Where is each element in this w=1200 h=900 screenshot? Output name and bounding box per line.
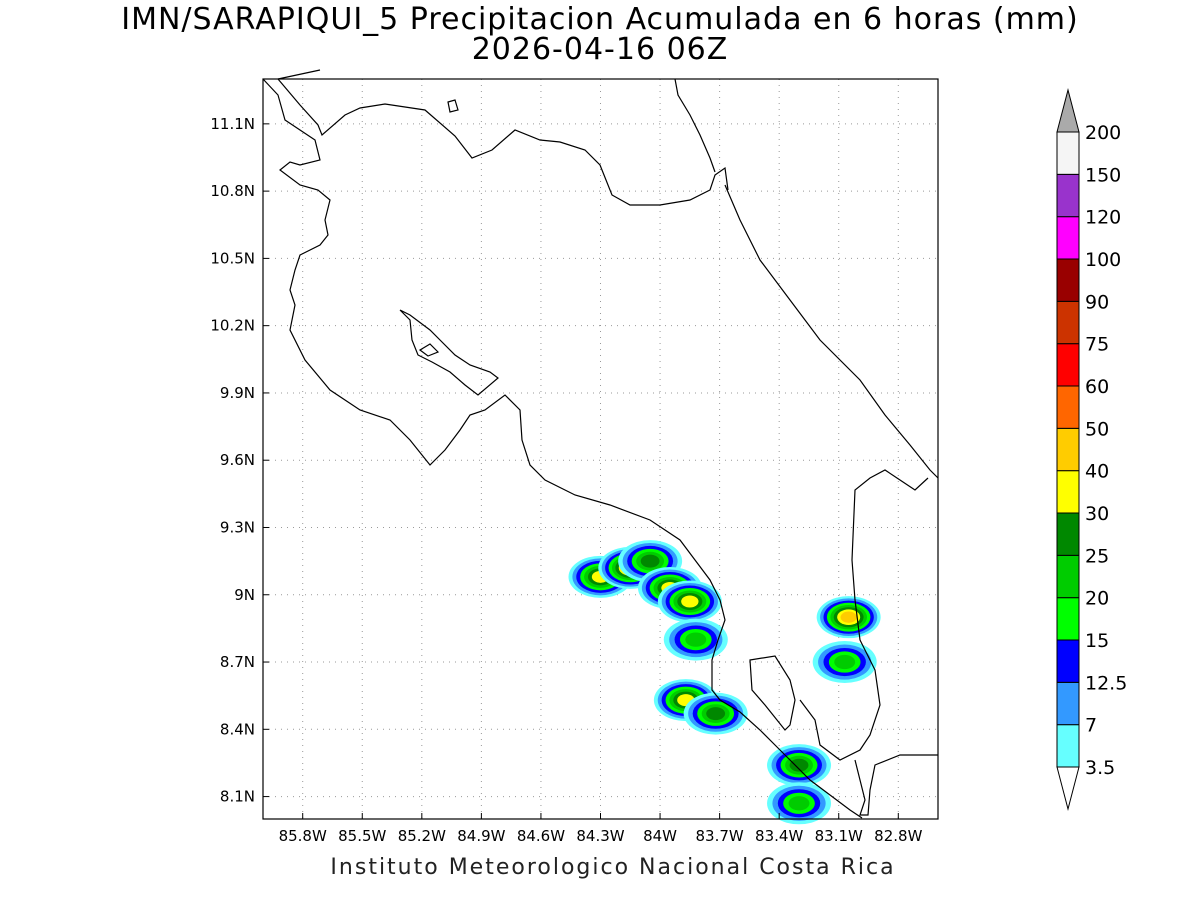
precip-contour — [840, 611, 857, 623]
colorbar-segment — [1056, 258, 1080, 302]
x-tick-label: 85.2W — [398, 827, 446, 845]
y-tick-label: 10.2N — [210, 317, 255, 335]
colorbar-segment — [1056, 300, 1080, 345]
y-tick-label: 11.1N — [210, 115, 255, 133]
y-axis-ticks: 11.1N 10.8N 10.5N 10.2N 9.9N 9.6N 9.3N 9N 8.7N 8.… — [210, 115, 269, 806]
x-tick-label: 85.5W — [338, 827, 386, 845]
colorbar-segment — [1056, 512, 1080, 556]
precip-contour — [640, 554, 660, 568]
colorbar-segment — [1056, 470, 1080, 514]
colorbar-label: 12.5 — [1085, 672, 1127, 694]
colorbar-label: 200 — [1085, 122, 1121, 144]
colorbar-label: 40 — [1085, 461, 1109, 483]
y-tick-label: 9.6N — [220, 451, 255, 469]
colorbar-label: 100 — [1085, 249, 1121, 271]
precip-contour — [685, 632, 707, 647]
precipitation-field — [568, 540, 881, 825]
colorbar-label: 25 — [1085, 545, 1109, 567]
colorbar-segment — [1056, 173, 1080, 218]
colorbar-label: 3.5 — [1085, 757, 1115, 779]
x-tick-label: 83.1W — [815, 827, 863, 845]
colorbar-label: 75 — [1085, 334, 1109, 356]
y-tick-label: 9N — [234, 586, 255, 604]
colorbar-label: 150 — [1085, 164, 1121, 186]
x-tick-label: 84.9W — [457, 827, 505, 845]
x-tick-label: 83.4W — [755, 827, 803, 845]
colorbar-segment — [1056, 216, 1080, 260]
y-tick-label: 10.8N — [210, 182, 255, 200]
colorbar-over-triangle — [1056, 88, 1080, 133]
colorbar-segment — [1056, 681, 1080, 726]
colorbar-under-triangle — [1056, 766, 1080, 811]
y-tick-label: 8.4N — [220, 720, 255, 738]
plot-background — [263, 79, 938, 819]
color-legend: 3.5 7 12.5 15 20 25 30 40 50 60 75 90 100 120 150 200 — [1056, 88, 1127, 811]
y-tick-label: 10.5N — [210, 249, 255, 267]
y-tick-label: 9.3N — [220, 518, 255, 536]
y-tick-label: 9.9N — [220, 384, 255, 402]
coastlines — [262, 69, 939, 819]
colorbar-segment — [1056, 131, 1080, 175]
precip-contour — [788, 796, 810, 811]
colorbar-label: 30 — [1085, 503, 1109, 525]
colorbar-segment — [1056, 554, 1080, 599]
colorbar-segment — [1056, 597, 1080, 641]
y-tick-label: 8.7N — [220, 653, 255, 671]
x-tick-label: 84W — [643, 827, 677, 845]
colorbar-segment — [1056, 343, 1080, 387]
map-datetime: 2026-04-16 06Z — [471, 32, 729, 67]
x-tick-label: 84.6W — [517, 827, 565, 845]
precip-contour — [706, 707, 726, 721]
x-tick-label: 85.8W — [279, 827, 327, 845]
colorbar-label: 90 — [1085, 291, 1109, 313]
colorbar-label: 15 — [1085, 630, 1109, 652]
y-tick-label: 8.1N — [220, 788, 255, 806]
colorbar-label: 120 — [1085, 207, 1121, 229]
precip-contour — [834, 654, 856, 670]
colorbar-segment — [1056, 427, 1080, 472]
colorbar-label: 60 — [1085, 376, 1109, 398]
precip-contour — [789, 758, 809, 772]
map-title: IMN/SARAPIQUI_5 Precipitacion Acumulada … — [121, 2, 1079, 37]
footer-credit: Instituto Meteorologico Nacional Costa R… — [330, 855, 896, 880]
colorbar-label: 50 — [1085, 418, 1109, 440]
precip-contour — [681, 595, 699, 608]
x-tick-label: 83.7W — [696, 827, 744, 845]
colorbar-segment — [1056, 385, 1080, 429]
colorbar-segment — [1056, 724, 1080, 768]
colorbar-segment — [1056, 639, 1080, 683]
colorbar-label: 20 — [1085, 588, 1109, 610]
x-tick-label: 84.3W — [576, 827, 624, 845]
x-tick-label: 82.8W — [874, 827, 922, 845]
colorbar-label: 7 — [1085, 715, 1097, 737]
x-axis-ticks: 85.8W 85.5W 85.2W 84.9W 84.6W 84.3W 84W 83.7W 83… — [279, 813, 923, 845]
